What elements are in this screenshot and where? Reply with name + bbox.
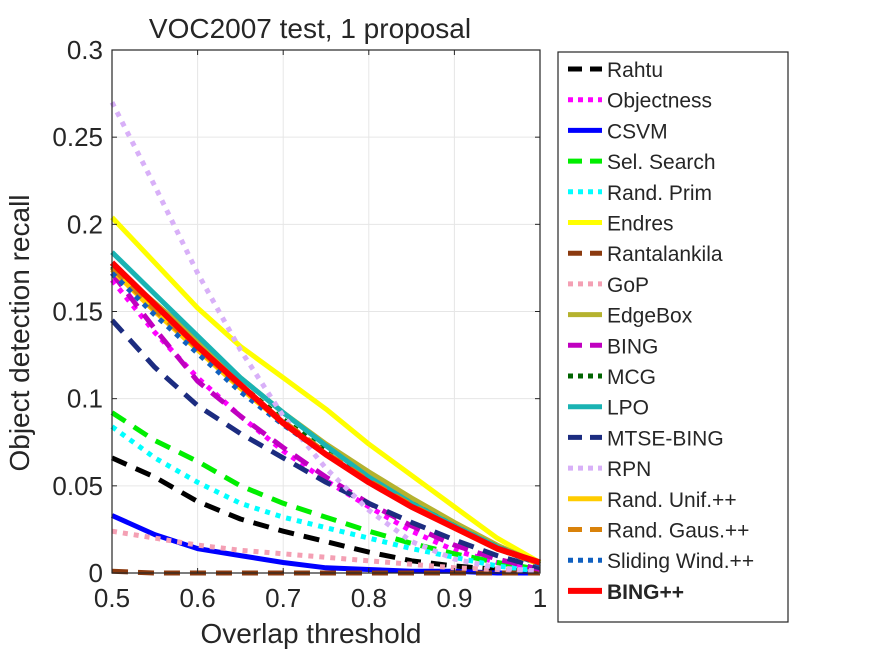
legend-label: MTSE-BING [607,427,724,450]
series-lines [109,101,542,576]
legend-label: Sel. Search [607,151,716,174]
legend: Rahtu Objectness CSVM Sel. Search Rand. Prim… [557,51,789,623]
x-tick-label: 0.7 [265,583,301,613]
x-tick-label: 0.6 [180,583,216,613]
series-line-objectness [110,278,541,572]
series-line-rpn [109,101,541,574]
grid-lines [111,49,541,574]
legend-label: BING++ [607,581,684,604]
tick-labels: 0.5 0.6 0.7 0.8 0.9 1 0 0.05 0.1 0.15 0.2 0.25 0.3 [52,35,547,613]
y-tick-label: 0.1 [67,384,103,414]
legend-label: GoP [607,274,649,297]
legend-label: RPN [607,458,651,481]
legend-label: CSVM [607,120,668,143]
y-tick-label: 0.15 [52,297,103,327]
series-line-mtse-bing [110,318,541,571]
x-tick-label: 1 [533,583,547,613]
y-axis-label: Object detection recall [4,194,35,471]
y-tick-label: 0.2 [67,209,103,239]
legend-label: EdgeBox [607,305,693,328]
legend-label: Rand. Unif.++ [607,489,737,512]
legend-label: Rantalankila [607,243,723,266]
y-tick-label: 0 [89,558,103,588]
legend-label: Sliding Wind.++ [607,550,754,573]
legend-label: Endres [607,213,674,236]
x-tick-label: 0.8 [351,583,387,613]
legend-label: BING [607,335,658,358]
legend-label: Rand. Gaus.++ [607,520,749,543]
x-axis-label: Overlap threshold [200,618,421,649]
chart-title: VOC2007 test, 1 proposal [149,13,471,44]
y-tick-label: 0.05 [52,471,103,501]
series-line-rahtu [110,455,541,574]
legend-label: LPO [607,397,649,420]
legend-label: MCG [607,366,656,389]
series-line-bing [110,271,541,572]
x-tick-label: 0.9 [436,583,472,613]
y-tick-label: 0.3 [67,35,103,65]
legend-label: Rand. Prim [607,182,712,205]
series-line-csvm [110,513,540,576]
legend-label: Objectness [607,90,712,113]
x-tick-label: 0.5 [94,583,130,613]
y-tick-label: 0.25 [52,122,103,152]
series-line-endres [110,215,542,565]
series-line-bing [109,260,541,566]
series-line-sel-search [110,410,541,572]
plot-axes [111,49,541,574]
legend-label: Rahtu [607,59,663,82]
